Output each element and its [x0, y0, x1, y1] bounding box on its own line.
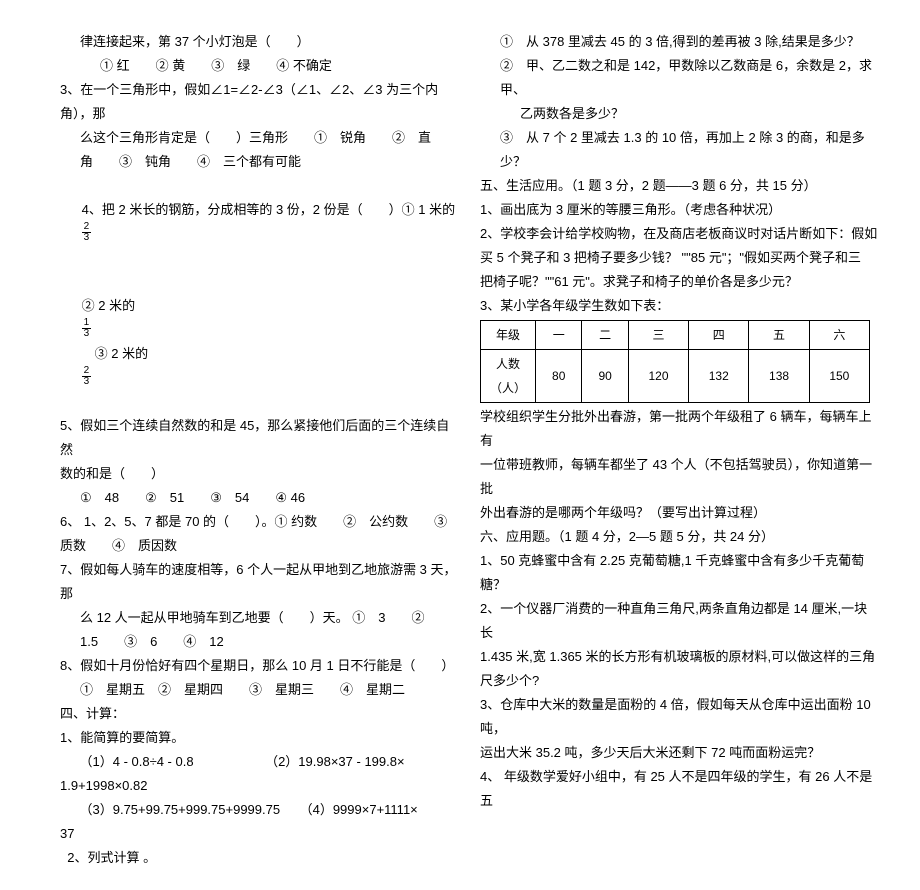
q5b: 数的和是（ ）: [60, 462, 460, 486]
r13: 外出春游的是哪两个年级吗？（要写出计算过程）: [480, 501, 880, 525]
table-row: 年级 一 二 三 四 五 六: [481, 321, 870, 350]
r1: ① 从 378 里减去 45 的 3 倍,得到的差再被 3 除,结果是多少？: [480, 30, 880, 54]
th: 二: [582, 321, 628, 350]
calc4: 37: [60, 822, 460, 846]
td: 90: [582, 350, 628, 403]
td: 150: [809, 350, 869, 403]
r3: 乙两数各是多少？: [480, 102, 880, 126]
calc2: 1.9+1998×0.82: [60, 774, 460, 798]
q4-text: 4、把 2 米长的钢筋，分成相等的 3 份，2 份是（ ）① 1 米的: [82, 202, 455, 217]
r16: 2、一个仪器厂消费的一种直角三角尺,两条直角边都是 14 厘米,一块长: [480, 597, 880, 645]
td-text: 人数: [496, 357, 520, 371]
sec5: 五、生活应用。（1 题 3 分，2 题——3 题 6 分，共 15 分）: [480, 174, 880, 198]
left-column: 律连接起来，第 37 个小灯泡是（ ） ① 红 ② 黄 ③ 绿 ④ 不确定 3、…: [60, 30, 460, 870]
r15: 1、50 克蜂蜜中含有 2.25 克葡萄糖,1 千克蜂蜜中含有多少千克葡萄糖？: [480, 549, 880, 597]
th: 三: [628, 321, 688, 350]
right-column: ① 从 378 里减去 45 的 3 倍,得到的差再被 3 除,结果是多少？ ②…: [480, 30, 880, 870]
q6b: 质数 ④ 质因数: [60, 534, 460, 558]
grade-table: 年级 一 二 三 四 五 六 人数 （人） 80 90 120 132 138 …: [480, 320, 870, 403]
r17: 1.435 米,宽 1.365 米的长方形有机玻璃板的原材料,可以做这样的三角: [480, 645, 880, 669]
fraction-icon: 23: [82, 366, 92, 387]
q4b-a: ② 2 米的: [82, 298, 135, 313]
r20: 运出大米 35.2 吨，多少天后大米还剩下 72 吨而面粉运完？: [480, 741, 880, 765]
q8: 8、假如十月份恰好有四个星期日，那么 10 月 1 日不行能是（ ）: [60, 654, 460, 678]
th: 四: [689, 321, 749, 350]
q8-opts: ① 星期五 ② 星期四 ③ 星期三 ④ 星期二: [60, 678, 460, 702]
sec4-1: 1、能简算的要简算。: [60, 726, 460, 750]
td: 138: [749, 350, 809, 403]
r7: 2、学校李会计给学校购物，在及商店老板商议时对话片断如下：假如: [480, 222, 880, 246]
q7b: 么 12 人一起从甲地骑车到乙地要（ ）天。 ① 3 ②: [60, 606, 460, 630]
q-line: 律连接起来，第 37 个小灯泡是（ ）: [60, 30, 460, 54]
fraction-icon: 23: [82, 222, 92, 243]
q3b: 么这个三角形肯定是（ ）三角形 ① 锐角 ② 直: [60, 126, 460, 150]
calc1: （1）4 - 0.8÷4 - 0.8 （2）19.98×37 - 199.8×: [60, 750, 460, 774]
r9: 把椅子呢？""61 元"。求凳子和椅子的单价各是多少元？: [480, 270, 880, 294]
r19: 3、仓库中大米的数量是面粉的 4 倍，假如每天从仓库中运出面粉 10 吨，: [480, 693, 880, 741]
fraction-icon: 13: [82, 318, 92, 339]
th: 六: [809, 321, 869, 350]
q-options: ① 红 ② 黄 ③ 绿 ④ 不确定: [60, 54, 460, 78]
r12: 一位带班教师，每辆车都坐了 43 个人（不包括驾驶员），你知道第一批: [480, 453, 880, 501]
q3c: 角 ③ 钝角 ④ 三个都有可能: [60, 150, 460, 174]
q6: 6、 1、2、5、7 都是 70 的（ ）。① 约数 ② 公约数 ③: [60, 510, 460, 534]
q4: 4、把 2 米长的钢筋，分成相等的 3 份，2 份是（ ）① 1 米的 23: [60, 174, 460, 270]
q4b-b: ③ 2 米的: [82, 346, 148, 361]
q5-opts: ① 48 ② 51 ③ 54 ④ 46: [60, 486, 460, 510]
r4: ③ 从 7 个 2 里减去 1.3 的 10 倍，再加上 2 除 3 的商，和是…: [480, 126, 880, 174]
td: 132: [689, 350, 749, 403]
r21: 4、 年级数学爱好小组中，有 25 人不是四年级的学生，有 26 人不是五: [480, 765, 880, 813]
q4b: ② 2 米的 13 ③ 2 米的 23: [60, 270, 460, 414]
q3: 3、在一个三角形中，假如∠1=∠2-∠3（∠1、∠2、∠3 为三个内角），那: [60, 78, 460, 126]
sec4: 四、计算：: [60, 702, 460, 726]
r6: 1、画出底为 3 厘米的等腰三角形。（考虑各种状况）: [480, 198, 880, 222]
page: 律连接起来，第 37 个小灯泡是（ ） ① 红 ② 黄 ③ 绿 ④ 不确定 3、…: [0, 0, 920, 890]
calc3: （3）9.75+99.75+999.75+9999.75 （4）9999×7+1…: [60, 798, 460, 822]
q7c: 1.5 ③ 6 ④ 12: [60, 630, 460, 654]
r2: ② 甲、乙二数之和是 142，甲数除以乙数商是 6，余数是 2，求甲、: [480, 54, 880, 102]
r11: 学校组织学生分批外出春游，第一批两个年级租了 6 辆车，每辆车上有: [480, 405, 880, 453]
th: 一: [536, 321, 582, 350]
td: 人数 （人）: [481, 350, 536, 403]
th: 年级: [481, 321, 536, 350]
q7: 7、假如每人骑车的速度相等，6 个人一起从甲地到乙地旅游需 3 天，那: [60, 558, 460, 606]
r8: 买 5 个凳子和 3 把椅子要多少钱？ ""85 元"；"假如买两个凳子和三: [480, 246, 880, 270]
td: 80: [536, 350, 582, 403]
r10: 3、某小学各年级学生数如下表：: [480, 294, 880, 318]
td-text: （人）: [490, 381, 526, 395]
sec4-2: 2、列式计算 。: [60, 846, 460, 870]
r18: 尺多少个?: [480, 669, 880, 693]
th: 五: [749, 321, 809, 350]
q5: 5、假如三个连续自然数的和是 45，那么紧接他们后面的三个连续自然: [60, 414, 460, 462]
td: 120: [628, 350, 688, 403]
sec6: 六、应用题。（1 题 4 分，2—5 题 5 分，共 24 分）: [480, 525, 880, 549]
